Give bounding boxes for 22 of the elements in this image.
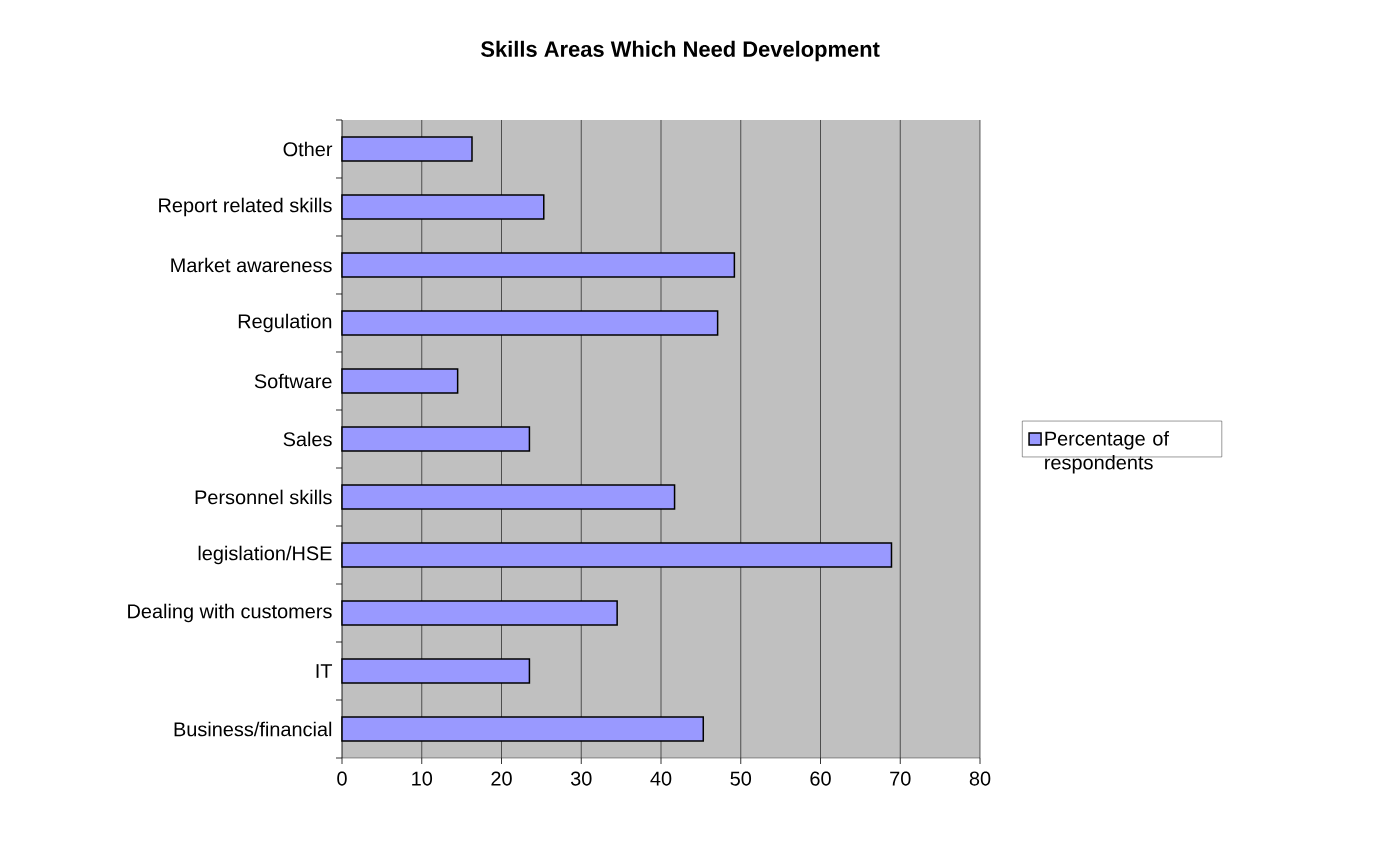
y-tick-label: Software <box>254 373 332 389</box>
y-tick-label: Personnel skills <box>195 489 332 505</box>
x-tick-label: 0 <box>337 771 347 786</box>
y-tick-label: legislation/HSE <box>198 545 332 565</box>
y-tick-label: Other <box>283 141 333 157</box>
legend-label: Percentage of respondents <box>1045 431 1169 474</box>
y-tick-label: Sales <box>283 431 332 447</box>
x-tick-label: 60 <box>810 771 831 786</box>
y-tick-label: Market awareness <box>171 257 332 273</box>
x-tick-label: 40 <box>650 771 672 786</box>
y-tick-label: IT <box>316 664 333 678</box>
x-tick-label: 20 <box>491 771 512 786</box>
y-tick-label: Regulation <box>238 313 332 333</box>
chart-title: Skills Areas Which Need Development <box>481 40 880 62</box>
x-tick-label: 80 <box>969 771 991 786</box>
x-tick-label: 50 <box>730 771 752 786</box>
y-tick-label: Report related skills <box>159 197 332 217</box>
y-tick-label: Business/financial <box>174 721 332 737</box>
x-tick-label: 30 <box>570 771 592 786</box>
y-tick-label: Dealing with customers <box>128 603 332 623</box>
x-tick-label: 70 <box>890 771 911 786</box>
x-tick-label: 10 <box>412 771 433 786</box>
